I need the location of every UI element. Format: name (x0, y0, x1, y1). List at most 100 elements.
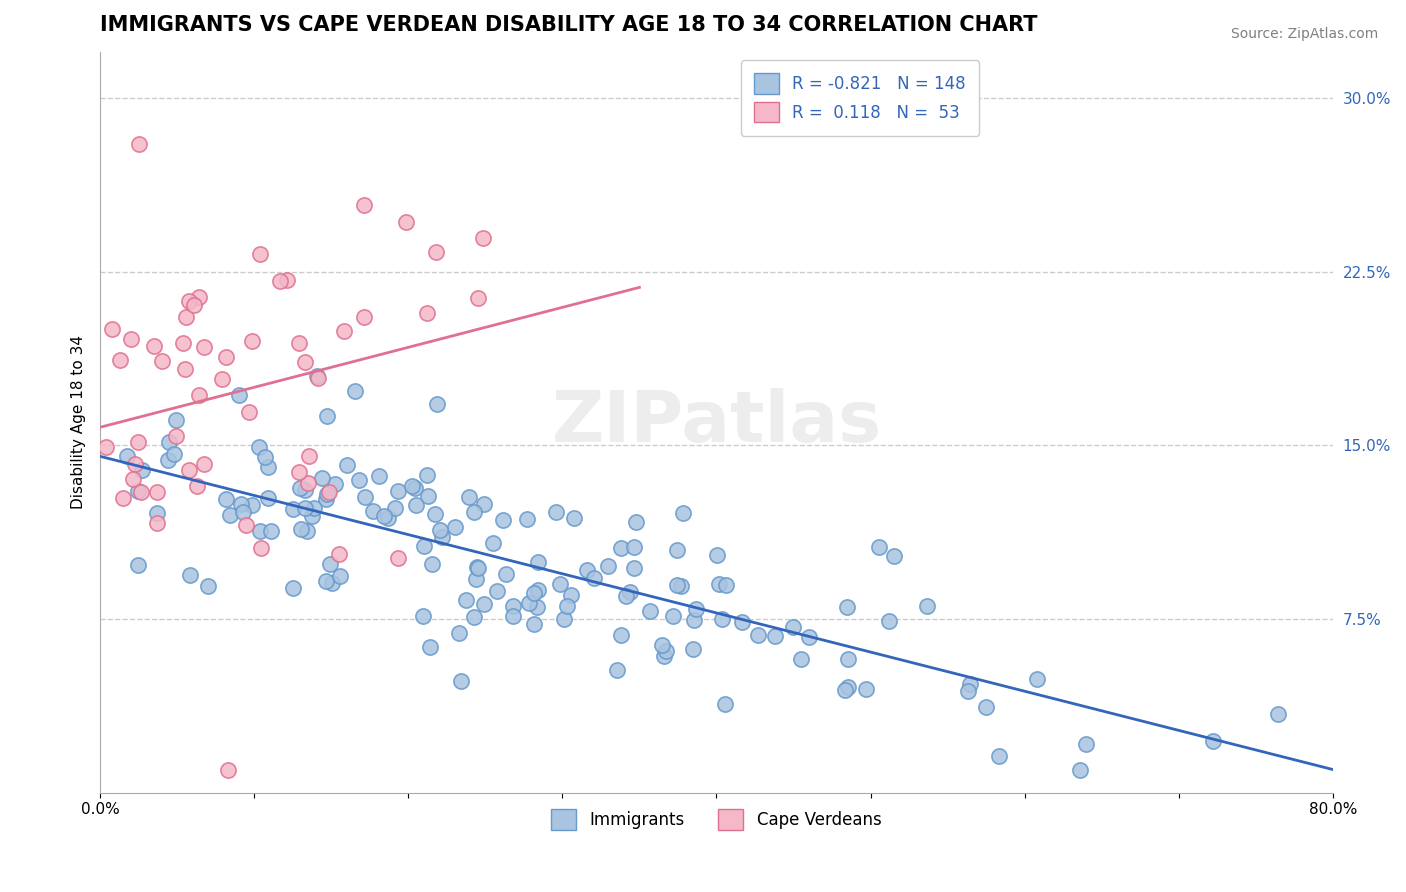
Point (387, 551, 409, 566)
Point (467, 291, 489, 305)
Point (249, 524, 271, 538)
Point (1267, 707, 1289, 722)
Point (240, 498, 263, 512)
Point (94, 440, 117, 454)
Point (290, 522, 312, 536)
Point (193, 340, 215, 354)
Point (763, 629, 786, 643)
Point (146, 516, 169, 530)
Point (1076, 737, 1098, 751)
Point (294, 354, 316, 368)
Point (467, 560, 489, 574)
Point (288, 481, 311, 495)
Point (482, 536, 505, 550)
Point (426, 397, 449, 411)
Point (527, 582, 550, 597)
Point (315, 574, 337, 588)
Point (652, 648, 675, 663)
Point (257, 491, 280, 505)
Point (419, 640, 441, 654)
Point (311, 471, 333, 485)
Point (959, 677, 981, 691)
Point (302, 501, 325, 516)
Point (165, 413, 187, 427)
Point (714, 697, 737, 711)
Point (710, 612, 733, 626)
Point (423, 508, 446, 522)
Point (623, 540, 645, 554)
Text: ZIPatlas: ZIPatlas (551, 388, 882, 457)
Point (129, 485, 152, 500)
Point (183, 298, 205, 312)
Point (197, 579, 219, 593)
Point (682, 641, 704, 656)
Point (405, 498, 427, 512)
Point (353, 198, 375, 212)
Point (250, 541, 273, 555)
Point (834, 682, 856, 697)
Point (353, 310, 375, 325)
Point (560, 588, 582, 602)
Point (127, 484, 149, 499)
Point (177, 463, 200, 477)
Point (188, 387, 211, 401)
Point (122, 472, 145, 486)
Point (465, 572, 488, 586)
Point (256, 459, 278, 474)
Point (179, 568, 201, 582)
Point (219, 508, 242, 522)
Point (353, 491, 375, 505)
Point (1069, 763, 1091, 777)
Point (229, 497, 252, 511)
Point (987, 749, 1010, 764)
Point (655, 644, 678, 658)
Point (124, 458, 146, 472)
Point (564, 511, 586, 525)
Point (747, 628, 769, 642)
Legend: Immigrants, Cape Verdeans: Immigrants, Cape Verdeans (544, 803, 889, 836)
Point (432, 531, 454, 545)
Point (730, 615, 752, 630)
Point (915, 599, 938, 613)
Point (211, 372, 233, 386)
Point (401, 479, 423, 493)
Point (706, 548, 728, 562)
Point (120, 332, 142, 346)
Point (174, 362, 197, 376)
Point (240, 334, 263, 348)
Point (307, 370, 329, 384)
Point (301, 508, 323, 523)
Point (837, 652, 859, 666)
Point (387, 484, 409, 499)
Point (384, 501, 406, 516)
Point (526, 599, 548, 614)
Point (458, 491, 481, 505)
Text: IMMIGRANTS VS CAPE VERDEAN DISABILITY AGE 18 TO 34 CORRELATION CHART: IMMIGRANTS VS CAPE VERDEAN DISABILITY AG… (100, 15, 1038, 35)
Point (610, 541, 633, 556)
Point (782, 620, 804, 634)
Point (101, 322, 124, 336)
Text: Source: ZipAtlas.com: Source: ZipAtlas.com (1230, 27, 1378, 41)
Point (553, 612, 575, 626)
Point (557, 599, 579, 613)
Point (957, 684, 980, 698)
Point (502, 608, 524, 623)
Point (523, 617, 546, 632)
Point (295, 524, 318, 538)
Point (247, 441, 270, 455)
Point (516, 512, 538, 526)
Point (288, 465, 311, 479)
Point (349, 474, 371, 488)
Point (610, 628, 633, 642)
Point (395, 215, 418, 229)
Point (665, 578, 688, 592)
Point (336, 458, 359, 472)
Point (544, 505, 567, 519)
Point (343, 384, 366, 398)
Point (855, 681, 877, 696)
Point (146, 506, 169, 520)
Point (238, 405, 260, 419)
Point (276, 273, 298, 287)
Point (294, 500, 316, 515)
Point (315, 409, 337, 423)
